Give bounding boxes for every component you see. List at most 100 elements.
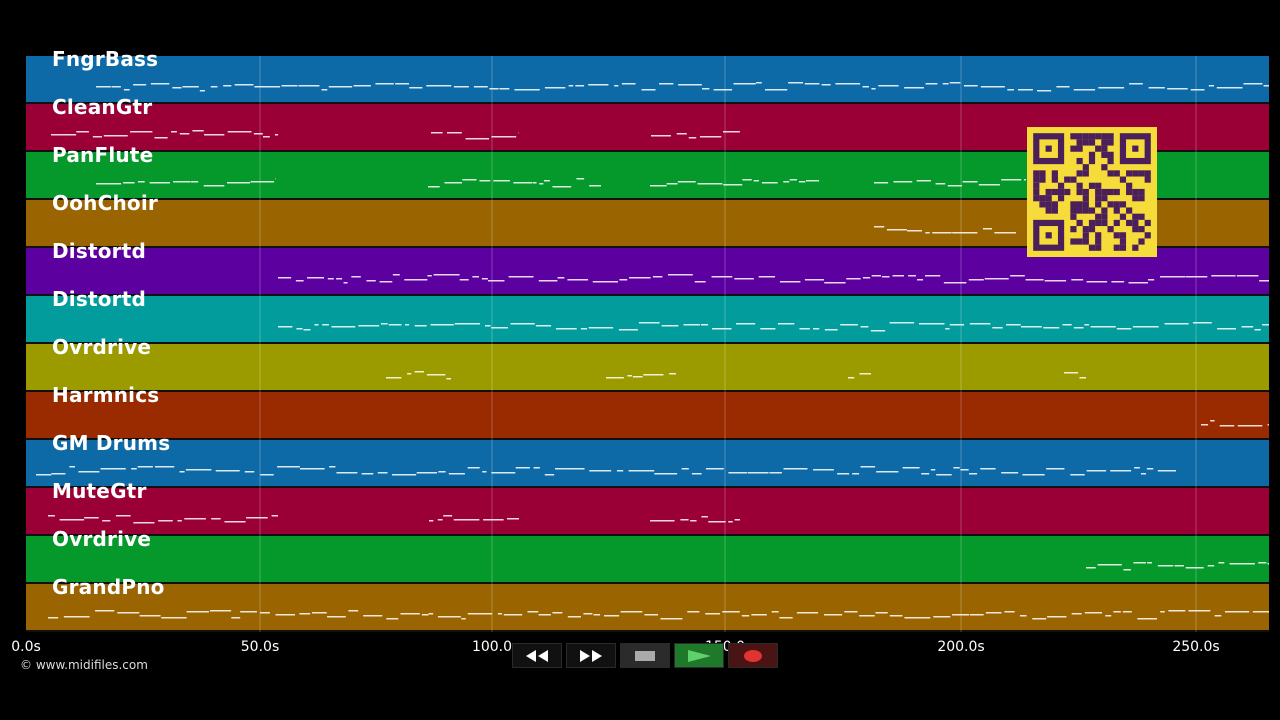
note-mark — [428, 186, 440, 188]
stop-icon — [635, 650, 655, 661]
note-mark — [448, 473, 465, 475]
note-mark — [336, 278, 343, 280]
note-mark — [278, 277, 292, 279]
note-mark — [1010, 275, 1025, 277]
note-mark — [945, 328, 950, 330]
note-mark — [1110, 470, 1132, 472]
note-mark — [907, 230, 923, 232]
qr-module — [1033, 176, 1040, 183]
note-mark — [366, 280, 376, 282]
stop-button[interactable] — [620, 643, 670, 668]
qr-module — [1095, 195, 1102, 202]
record-icon — [744, 649, 762, 662]
track-name: OohChoir — [52, 191, 158, 215]
qr-module — [1113, 219, 1120, 227]
note-mark — [171, 131, 177, 133]
note-mark — [848, 377, 855, 379]
qr-module — [1082, 188, 1089, 196]
note-mark — [980, 86, 1005, 88]
track-name: Ovrdrive — [52, 335, 152, 359]
note-mark — [765, 89, 788, 91]
note-mark — [203, 185, 225, 187]
fast-forward-button[interactable] — [566, 643, 616, 668]
note-mark — [296, 328, 303, 330]
note-mark — [172, 87, 182, 89]
note-mark — [722, 131, 740, 133]
note-mark — [130, 131, 153, 133]
qr-module — [1033, 182, 1040, 189]
note-mark — [1252, 611, 1269, 613]
note-mark — [660, 618, 683, 620]
qr-module — [1076, 170, 1083, 177]
note-mark — [1237, 425, 1263, 427]
note-mark — [281, 85, 298, 87]
note-mark — [361, 473, 374, 475]
qr-module — [1095, 133, 1102, 140]
qr-module — [1076, 188, 1083, 196]
note-mark — [96, 86, 111, 88]
note-mark — [852, 473, 860, 475]
note-mark — [1216, 87, 1243, 89]
note-mark — [51, 134, 77, 136]
note-mark — [949, 324, 965, 326]
note-mark — [935, 183, 946, 185]
note-mark — [1073, 89, 1096, 91]
note-mark — [728, 472, 747, 474]
qr-module — [1119, 232, 1127, 239]
note-mark — [575, 85, 585, 87]
note-mark — [405, 324, 410, 326]
note-mark — [862, 86, 869, 88]
qr-module — [1039, 176, 1046, 183]
qr-module — [1101, 207, 1108, 214]
note-mark — [930, 469, 936, 471]
note-mark — [100, 468, 126, 470]
note-mark — [925, 275, 941, 277]
rewind-button[interactable] — [512, 643, 562, 668]
record-button[interactable] — [728, 643, 778, 668]
note-mark — [543, 180, 550, 182]
play-button[interactable] — [674, 643, 724, 668]
note-mark — [513, 182, 532, 184]
note-mark — [358, 325, 380, 327]
qr-module — [1064, 176, 1071, 183]
note-mark — [823, 614, 843, 616]
note-mark — [254, 86, 281, 88]
qr-module — [1144, 232, 1151, 239]
track-lane: GrandPno — [26, 575, 1269, 632]
note-mark — [327, 616, 346, 618]
qr-module — [1039, 170, 1046, 177]
note-mark — [259, 612, 270, 614]
qr-module — [1138, 226, 1145, 233]
note-mark — [453, 86, 469, 88]
note-mark — [271, 515, 278, 517]
note-mark — [1073, 327, 1084, 329]
note-mark — [1025, 279, 1044, 281]
note-mark — [881, 276, 890, 278]
qr-module — [1119, 238, 1127, 245]
qr-module — [1082, 201, 1089, 208]
note-mark — [421, 614, 429, 616]
note-mark — [889, 322, 915, 324]
note-mark — [209, 610, 232, 612]
note-mark — [723, 184, 743, 186]
qr-module — [1088, 139, 1096, 146]
note-mark — [1116, 328, 1132, 330]
qr-module — [1051, 201, 1058, 208]
note-mark — [427, 275, 432, 277]
qr-module — [1070, 201, 1077, 208]
qr-finder-core — [1132, 145, 1139, 152]
qr-module — [1045, 207, 1052, 214]
note-mark — [916, 279, 924, 281]
note-mark — [1064, 372, 1079, 374]
note-mark — [1128, 282, 1149, 284]
note-mark — [728, 521, 733, 523]
note-mark — [278, 326, 293, 328]
qr-module — [1051, 188, 1058, 196]
note-mark — [186, 611, 209, 613]
note-mark — [963, 85, 978, 87]
track-lane: Distortd — [26, 287, 1269, 344]
note-mark — [593, 614, 601, 616]
qr-module — [1144, 219, 1151, 227]
note-mark — [711, 328, 732, 330]
track-lane: Ovrdrive — [26, 335, 1269, 392]
